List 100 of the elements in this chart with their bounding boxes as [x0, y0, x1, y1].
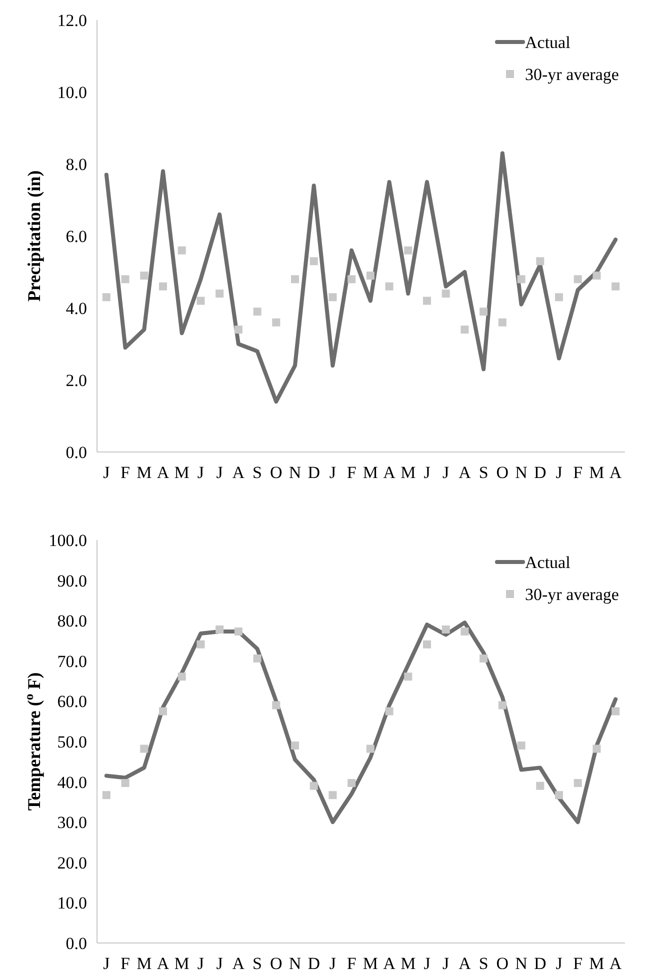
- x-tick-label: S: [252, 463, 262, 482]
- x-tick-label: D: [308, 463, 320, 482]
- x-tick-label: A: [383, 954, 396, 973]
- y-tick-label: 70.0: [57, 652, 87, 671]
- point: [216, 625, 224, 634]
- x-tick-label: A: [156, 463, 170, 482]
- point: [555, 791, 563, 800]
- x-tick-label: J: [216, 954, 224, 973]
- point: [348, 779, 356, 788]
- y-tick-label: 0.0: [66, 442, 87, 462]
- x-tick-label: A: [156, 954, 170, 973]
- y-tick-label: 100.0: [48, 530, 87, 550]
- point: [592, 744, 601, 753]
- point: [442, 290, 450, 298]
- x-tick-label: J: [424, 954, 431, 973]
- x-tick-label: A: [232, 954, 246, 973]
- x-tick-label: J: [216, 463, 224, 482]
- x-tick-label: F: [120, 954, 130, 973]
- x-tick-label: J: [556, 954, 563, 973]
- point: [102, 791, 110, 800]
- point: [366, 744, 374, 753]
- x-tick-label: F: [573, 463, 583, 482]
- point: [423, 296, 431, 305]
- point: [498, 701, 506, 710]
- x-tick-label: M: [136, 463, 152, 482]
- x-tick-label: D: [534, 954, 546, 973]
- x-tick-label: J: [442, 954, 450, 973]
- point: [366, 272, 374, 280]
- point: [404, 246, 412, 254]
- x-tick-label: O: [270, 954, 282, 973]
- x-tick-label: A: [458, 954, 472, 973]
- x-tick-label: O: [496, 954, 509, 973]
- point: [102, 293, 110, 302]
- point: [385, 707, 394, 716]
- x-tick-label: N: [288, 463, 302, 482]
- x-tick-label: J: [424, 463, 431, 482]
- point: [121, 275, 130, 284]
- point: [328, 791, 337, 800]
- point: [460, 627, 469, 636]
- y-tick-label: 30.0: [57, 813, 87, 832]
- y-axis-title: Precipitation (in): [24, 170, 44, 302]
- point: [272, 318, 280, 326]
- point: [121, 779, 130, 788]
- x-tick-label: J: [556, 463, 563, 482]
- point: [536, 257, 544, 266]
- x-tick-label: F: [346, 954, 356, 973]
- point: [460, 326, 469, 334]
- point: [328, 293, 337, 302]
- x-tick-label: S: [252, 954, 262, 973]
- point: [517, 742, 526, 750]
- point: [178, 246, 186, 254]
- line-series: [104, 151, 618, 404]
- point: [498, 318, 506, 326]
- point: [159, 282, 167, 290]
- x-tick-label: A: [232, 463, 246, 482]
- x-tick-label: A: [609, 954, 622, 973]
- line-series: [104, 620, 618, 824]
- point: [612, 282, 620, 290]
- point: [140, 272, 148, 280]
- x-tick-label: M: [589, 954, 604, 973]
- y-tick-label: 60.0: [57, 692, 87, 712]
- y-tick-label: 80.0: [57, 612, 87, 631]
- x-tick-label: J: [197, 463, 204, 482]
- x-tick-label: J: [329, 463, 336, 482]
- x-tick-label: J: [103, 954, 110, 973]
- y-tick-label: 40.0: [57, 772, 87, 792]
- point: [517, 275, 526, 284]
- point: [291, 275, 299, 284]
- point: [159, 707, 167, 716]
- point: [555, 293, 563, 302]
- x-tick-label: M: [362, 954, 378, 973]
- point: [480, 308, 488, 316]
- y-tick-label: 12.0: [57, 10, 87, 30]
- point: [196, 640, 205, 648]
- legend-label: Actual: [525, 552, 571, 572]
- x-tick-label: M: [362, 463, 378, 482]
- point: [348, 275, 356, 284]
- y-tick-label: 90.0: [57, 571, 87, 590]
- point: [253, 308, 262, 316]
- x-tick-label: M: [174, 954, 190, 973]
- x-tick-label: J: [103, 463, 110, 482]
- y-tick-label: 10.0: [57, 894, 87, 913]
- x-tick-label: A: [458, 463, 472, 482]
- x-tick-label: J: [329, 954, 336, 973]
- x-tick-label: N: [515, 954, 528, 973]
- point: [385, 282, 394, 290]
- point: [612, 707, 620, 716]
- legend-label: Actual: [525, 32, 571, 52]
- y-tick-label: 4.0: [66, 298, 87, 318]
- x-tick-label: D: [308, 954, 320, 973]
- x-tick-label: A: [609, 463, 622, 482]
- legend-label: 30-yr average: [525, 64, 619, 84]
- x-tick-label: N: [288, 954, 302, 973]
- point: [140, 744, 148, 753]
- x-tick-label: M: [174, 463, 190, 482]
- x-tick-label: M: [400, 954, 416, 973]
- point: [442, 625, 450, 634]
- point: [574, 779, 582, 788]
- point: [480, 654, 488, 662]
- y-tick-label: 6.0: [66, 226, 87, 246]
